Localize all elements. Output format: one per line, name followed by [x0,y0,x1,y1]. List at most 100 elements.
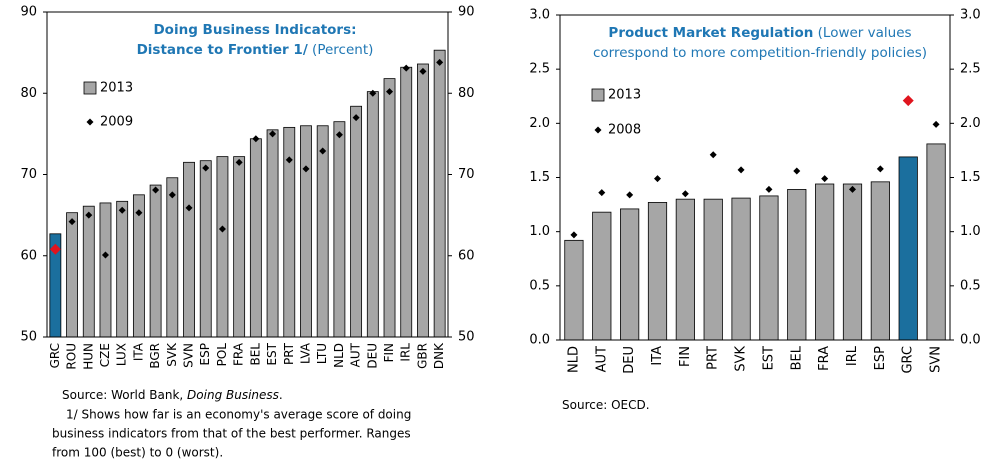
bar [842,183,863,341]
bar [266,129,279,338]
x-tick-label: IRL [845,345,860,366]
source-part: . [279,388,283,402]
y2-tick-label: 70 [458,167,475,182]
bar [898,156,918,341]
marker [285,156,293,164]
x-tick-label: DEU [365,343,379,369]
y2-tick-label: 0.5 [960,278,981,293]
title-line: Product Market Regulation [608,25,813,41]
marker [709,151,717,159]
marker [570,231,578,239]
marker [598,189,606,197]
marker [68,218,76,226]
title-line: Doing Business Indicators: [153,22,356,38]
bar [66,212,78,338]
bar [350,105,363,338]
chart-title: Distance to Frontier 1/ (Percent) [137,42,374,58]
x-tick-label: SVK [165,342,179,367]
marker [876,165,884,173]
source-part: Source: OECD. [562,398,650,412]
bar [249,138,262,338]
bar [183,161,195,338]
subtitle: (Lower values [818,25,912,41]
legend-label: 2013 [100,81,133,96]
marker [821,175,829,183]
bar [592,211,612,341]
marker [793,167,801,175]
marker [932,120,940,128]
note: business indicators from that of the bes… [52,427,411,441]
x-tick-label: LVA [298,342,312,364]
y2-tick-label: 3.0 [960,8,981,23]
bar [400,66,413,338]
source-part: Source: World Bank, [62,388,187,402]
marker [168,191,176,199]
bar [216,156,229,338]
note: 1/ Shows how far is an economy's average… [66,408,411,422]
marker [185,204,193,212]
marker [737,166,745,174]
y2-tick-label: 1.5 [960,170,981,185]
y-tick-label: 1.5 [529,170,550,185]
bar [675,198,695,341]
bar [787,189,807,341]
bar [564,239,584,341]
marker [319,147,327,155]
marker [436,58,444,66]
y-tick-label: 80 [20,86,37,101]
marker [218,225,226,233]
marker [849,185,856,193]
bar [417,63,429,338]
x-tick-label: GRC [48,343,62,368]
y-tick-label: 2.5 [529,62,550,77]
marker [352,114,360,122]
x-tick-label: LUX [115,343,129,366]
bar [647,202,668,341]
x-tick-label: AUT [349,342,363,367]
source-part: Doing Business [187,388,279,402]
x-tick-label: FRA [817,346,832,371]
bar [166,177,179,338]
x-tick-label: DNK [432,342,446,369]
bar [731,197,751,341]
x-tick-label: NLD [332,343,346,368]
x-tick-label: ESP [873,346,888,370]
marker [269,130,277,138]
marker [402,64,410,72]
y2-tick-label: 90 [458,5,475,20]
marker [902,95,914,107]
bar [316,125,329,338]
x-tick-label: AUT [594,346,609,372]
x-tick-label: BEL [789,345,804,370]
y2-tick-label: 2.0 [960,116,981,131]
y-tick-label: 3.0 [529,8,550,23]
bar [99,202,112,338]
bar [116,200,129,338]
x-tick-label: PRT [706,346,721,370]
subtitle: (Percent) [312,42,373,58]
x-tick-label: POL [215,343,229,367]
x-tick-label: SVK [734,346,749,372]
title-line: Distance to Frontier 1/ [137,42,308,58]
x-tick-label: ITA [131,342,145,361]
x-tick-label: BGR [148,343,162,369]
bar [433,49,446,338]
x-tick-label: NLD [566,346,581,373]
marker [765,185,773,193]
bar [703,198,723,341]
x-tick-label: ITA [650,346,665,366]
x-tick-label: FRA [232,342,246,366]
y2-tick-label: 60 [458,248,475,263]
marker [335,131,343,139]
bar [149,184,162,338]
y2-tick-label: 1.0 [960,224,981,239]
marker [654,175,661,183]
plot-frame [559,14,951,341]
marker [681,190,689,198]
x-tick-label: ROU [65,343,79,370]
legend-swatch [83,81,97,95]
bar [383,78,396,338]
bar [759,195,779,341]
x-tick-label: IRL [399,343,413,362]
